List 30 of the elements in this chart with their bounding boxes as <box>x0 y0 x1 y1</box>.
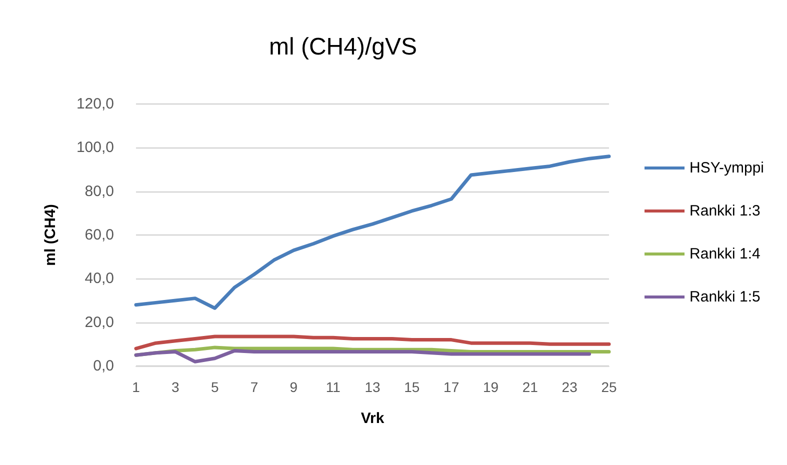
x-tick-label: 5 <box>210 379 219 395</box>
x-tick-label: 9 <box>290 379 298 395</box>
y-tick-label: 40,0 <box>84 270 114 288</box>
x-tick-label: 13 <box>364 379 380 395</box>
line-series <box>134 154 611 310</box>
line-series <box>134 348 592 364</box>
x-axis-title: Vrk <box>360 410 385 427</box>
x-tick-label: 1 <box>132 379 140 395</box>
y-tick-label: 100,0 <box>76 139 114 156</box>
legend-label: Rankki 1:3 <box>690 202 760 220</box>
x-tick-label: 21 <box>522 379 538 395</box>
legend-label: Rankki 1:4 <box>690 246 760 262</box>
x-tick-label: 15 <box>404 379 420 395</box>
x-tick-label: 23 <box>562 379 578 395</box>
y-tick-label: 60,0 <box>84 226 114 244</box>
x-tick-label: 7 <box>250 379 258 395</box>
y-axis-title: ml (CH4) <box>42 204 59 266</box>
line-series <box>134 334 611 350</box>
y-tick-label: 0,0 <box>93 358 114 374</box>
x-tick-label: 3 <box>172 379 180 395</box>
x-tick-label: 25 <box>601 379 617 395</box>
x-tick-label: 11 <box>326 379 341 395</box>
legend-label: Rankki 1:5 <box>690 288 760 306</box>
x-tick-label: 19 <box>482 379 499 395</box>
y-tick-label: 80,0 <box>84 182 114 200</box>
chart-title: ml (CH4)/gVS <box>268 34 418 60</box>
legend-label: HSY-ymppi <box>690 160 764 176</box>
x-tick-label: 17 <box>444 379 460 395</box>
y-tick-label: 120,0 <box>76 96 114 112</box>
y-tick-label: 20,0 <box>84 314 114 331</box>
